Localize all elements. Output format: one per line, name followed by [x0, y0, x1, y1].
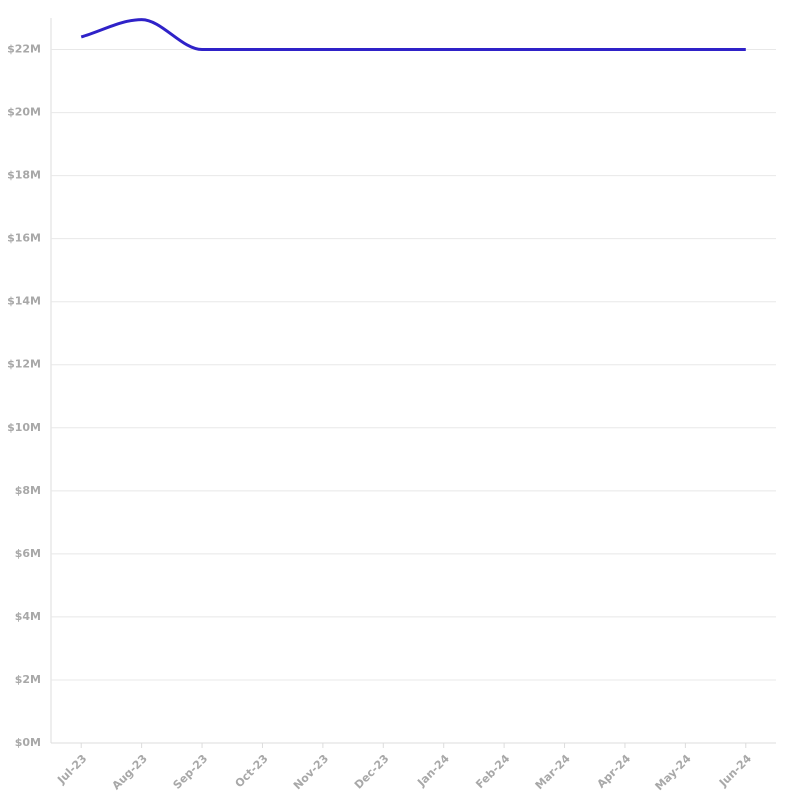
y-tick-label: $10M: [7, 421, 41, 434]
x-tick-label: Oct-23: [233, 752, 271, 790]
x-tick-label: Dec-23: [352, 752, 392, 792]
y-tick-label: $6M: [15, 547, 41, 560]
x-tick-label: Jun-24: [716, 752, 754, 790]
y-tick-label: $4M: [15, 610, 41, 623]
y-tick-label: $14M: [7, 295, 41, 308]
x-tick-label: Sep-23: [171, 752, 211, 792]
x-tick-label: Aug-23: [109, 752, 149, 792]
y-tick-label: $0M: [15, 736, 41, 749]
x-tick-label: Jan-24: [414, 752, 452, 790]
y-tick-label: $18M: [7, 169, 41, 182]
x-tick-label: Jul-23: [54, 752, 89, 787]
line: [80, 18, 746, 52]
x-tick-label: Feb-24: [473, 752, 512, 791]
y-tick-label: $8M: [15, 484, 41, 497]
y-tick-label: $2M: [15, 673, 41, 686]
x-tick-label: Mar-24: [533, 752, 573, 792]
y-tick-label: $22M: [7, 43, 41, 56]
y-tick-label: $12M: [7, 358, 41, 371]
x-tick-label: Apr-24: [595, 752, 634, 791]
y-tick-label: $20M: [7, 106, 41, 119]
x-tick-label: Nov-23: [291, 752, 331, 792]
y-tick-label: $16M: [7, 232, 41, 245]
x-tick-label: May-24: [653, 752, 694, 793]
